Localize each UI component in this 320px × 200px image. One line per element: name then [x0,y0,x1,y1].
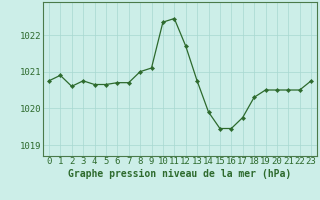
X-axis label: Graphe pression niveau de la mer (hPa): Graphe pression niveau de la mer (hPa) [68,169,292,179]
